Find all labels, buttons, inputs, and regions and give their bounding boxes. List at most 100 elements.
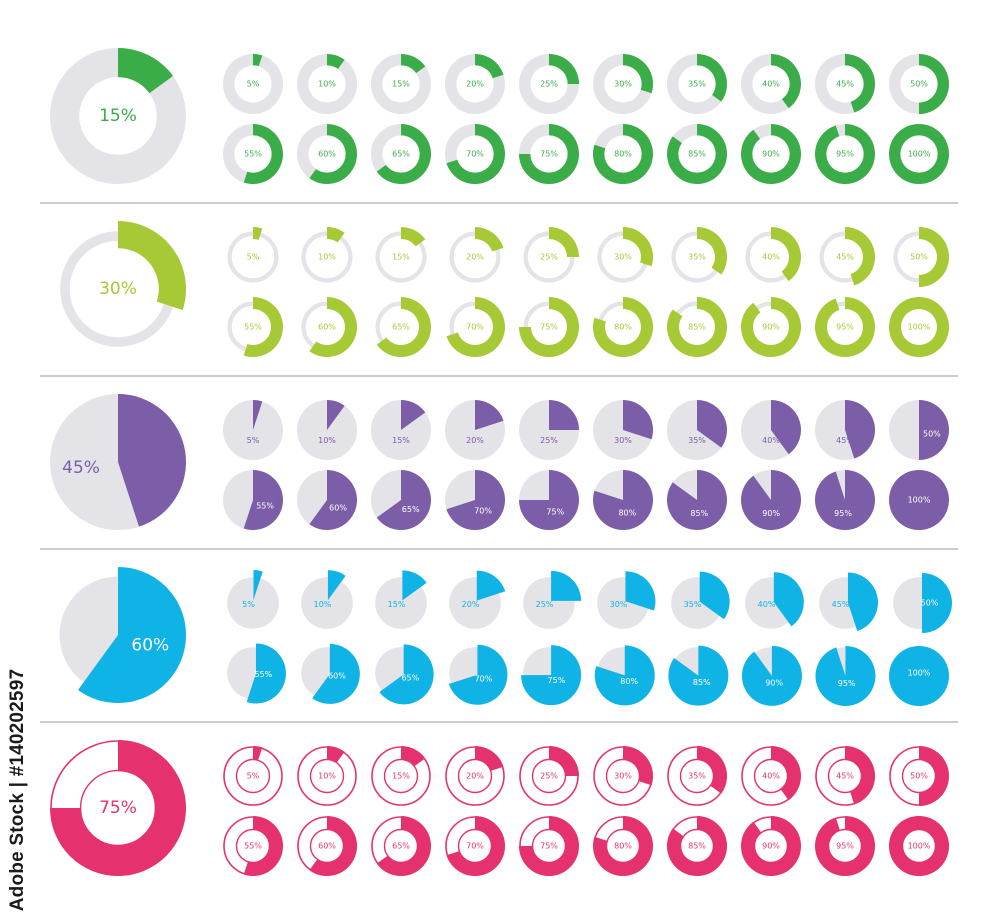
lime-ring-set-chart-40-arc: [771, 227, 801, 282]
pink-donut-set-chart-30-label: 30%: [614, 772, 632, 781]
lime-ring-set-item-90: 90%: [741, 297, 802, 357]
blue-pie-set-chart-25-slice: [551, 570, 582, 601]
green-donut-set-chart-85-label: 85%: [688, 150, 706, 159]
pink-donut-set-chart-15-hole: [383, 758, 419, 794]
green-donut-set-hero: 15%: [50, 48, 186, 184]
blue-pie-set-chart-95-slice: [815, 645, 876, 706]
blue-pie-set-chart-75-slice: [521, 645, 582, 706]
pink-donut-set-item-70: 70%: [445, 816, 506, 876]
blue-pie-set-chart-100-slice: [889, 646, 949, 706]
blue-pie-set-chart-10-track: [301, 577, 353, 629]
green-donut-set-item-35: 35%: [667, 54, 728, 114]
green-donut-set-chart-75-label: 75%: [540, 150, 558, 159]
blue-pie-set-chart-60-label: 60%: [328, 672, 346, 681]
blue-pie-set-chart-30-slice: [625, 571, 656, 611]
pink-donut-set-chart-35-hole: [679, 758, 715, 794]
green-donut-set-chart-95-arc: [815, 124, 876, 184]
purple-pie-set-chart-75-label: 75%: [546, 507, 564, 516]
green-donut-set-chart-95-label: 95%: [836, 150, 854, 159]
lime-ring-set-chart-15-label: 15%: [392, 253, 410, 262]
lime-ring-set-chart-30-label: 30%: [614, 253, 632, 262]
green-donut-set-chart-75-arc: [519, 124, 579, 184]
pink-donut-set-chart-95-label: 95%: [836, 842, 854, 851]
pink-donut-set-hero: 75%: [50, 740, 186, 876]
pink-donut-set-item-60: 60%: [297, 816, 358, 877]
green-donut-set-chart-90-arc: [741, 124, 802, 185]
pink-donut-set-chart-65-label: 65%: [392, 842, 410, 851]
pink-donut-set-chart-10-label: 10%: [318, 772, 336, 781]
pink-donut-set-chart-85-hole: [679, 828, 715, 864]
green-donut-set-chart-95-hole: [826, 135, 864, 173]
lime-ring-set-chart-80-label: 80%: [614, 323, 632, 332]
blue-pie-set-chart-55-label: 55%: [254, 670, 272, 679]
pink-donut-set-chart-10-arc: [327, 746, 345, 763]
lime-ring-set-hero-chart-label: 30%: [99, 279, 137, 299]
green-donut-set-chart-85-arc: [667, 124, 728, 185]
blue-pie-set-chart-35-slice: [699, 571, 730, 620]
purple-pie-set-chart-45-slice: [845, 400, 876, 459]
blue-pie-set-item-10: 10%: [301, 570, 353, 629]
pink-donut-set-item-40: 40%: [741, 746, 801, 806]
green-donut-set-chart-75-hole: [530, 135, 568, 173]
pink-donut-set-chart-40-hole: [753, 758, 789, 794]
green-donut-set-chart-5-arc: [253, 54, 263, 67]
purple-pie-set-item-35: 35%: [667, 400, 727, 460]
lime-ring-set-item-45: 45%: [819, 227, 876, 286]
purple-pie-set-chart-100-slice: [889, 470, 949, 530]
blue-pie-set-item-75: 75%: [521, 645, 582, 706]
purple-pie-set-chart-85-slice: [667, 470, 728, 531]
purple-pie-set-chart-35-label: 35%: [688, 436, 706, 445]
purple-pie-set-chart-40-label: 40%: [762, 436, 780, 445]
pink-donut-set-chart-80-label: 80%: [614, 842, 632, 851]
blue-pie-set-chart-50-label: 50%: [921, 599, 939, 608]
purple-pie-set-chart-65-slice: [376, 470, 432, 531]
purple-pie-set-item-90: 90%: [741, 470, 802, 530]
watermark: Adobe Stock | #140202597: [0, 660, 36, 920]
lime-ring-set-item-50: 50%: [893, 227, 949, 287]
pink-donut-set-chart-25-label: 25%: [540, 772, 558, 781]
blue-pie-set-hero-chart-slice: [78, 567, 186, 703]
green-donut-set-hero-chart-hole: [79, 77, 157, 155]
blue-pie-set-chart-80-label: 80%: [620, 677, 638, 686]
purple-pie-set-chart-60-label: 60%: [329, 503, 347, 512]
lime-ring-set-item-65: 65%: [375, 297, 432, 357]
lime-ring-set-hero-chart-arc: [118, 221, 187, 311]
purple-pie-set-item-75: 75%: [519, 470, 579, 530]
blue-pie-set-chart-70-label: 70%: [475, 675, 493, 684]
pink-donut-set-chart-65-arc: [376, 816, 431, 876]
blue-pie-set-item-70: 70%: [448, 644, 508, 705]
lime-ring-set-chart-5-label: 5%: [247, 253, 260, 262]
lime-ring-set-item-15: 15%: [375, 227, 427, 283]
purple-pie-set-chart-95-slice: [814, 470, 875, 531]
blue-pie-set-item-85: 85%: [668, 645, 729, 706]
blue-pie-set-chart-65-slice: [379, 644, 434, 705]
pink-donut-set-chart-75-label: 75%: [540, 842, 558, 851]
blue-pie-set-chart-70-slice: [448, 644, 508, 705]
pink-donut-set-chart-40-label: 40%: [762, 772, 780, 781]
pink-donut-set-chart-60-label: 60%: [318, 842, 336, 851]
green-donut-set-item-25: 25%: [519, 54, 579, 114]
green-donut-set-chart-80-label: 80%: [614, 150, 632, 159]
green-donut-set-item-15: 15%: [371, 54, 431, 114]
green-donut-set-chart-100-hole: [900, 135, 938, 173]
blue-pie-set-item-95: 95%: [815, 645, 876, 706]
purple-pie-set-chart-60-slice: [309, 470, 358, 530]
purple-pie-set-chart-25-slice: [549, 400, 579, 430]
blue-pie-set-item-25: 25%: [523, 570, 582, 629]
pink-donut-set-item-10: 10%: [297, 746, 357, 806]
pink-donut-set-chart-70-hole: [457, 828, 493, 864]
green-donut-set-chart-70-label: 70%: [466, 150, 484, 159]
purple-pie-set-chart-40-slice: [771, 400, 801, 455]
pink-donut-set-item-15: 15%: [371, 746, 431, 806]
green-donut-set-chart-35-label: 35%: [688, 80, 706, 89]
pink-donut-set-chart-100-hole: [901, 828, 937, 864]
purple-pie-set-chart-10-slice: [327, 400, 345, 430]
purple-pie-set-chart-100-label: 100%: [908, 496, 931, 505]
lime-ring-set-item-75: 75%: [519, 297, 579, 357]
pink-donut-set-chart-90-arc: [741, 816, 802, 876]
blue-pie-set-item-45: 45%: [819, 572, 878, 632]
lime-ring-set-chart-45-label: 45%: [836, 253, 854, 262]
lime-ring-set-chart-50-arc: [919, 227, 949, 287]
purple-pie-set-chart-85-label: 85%: [690, 509, 708, 518]
